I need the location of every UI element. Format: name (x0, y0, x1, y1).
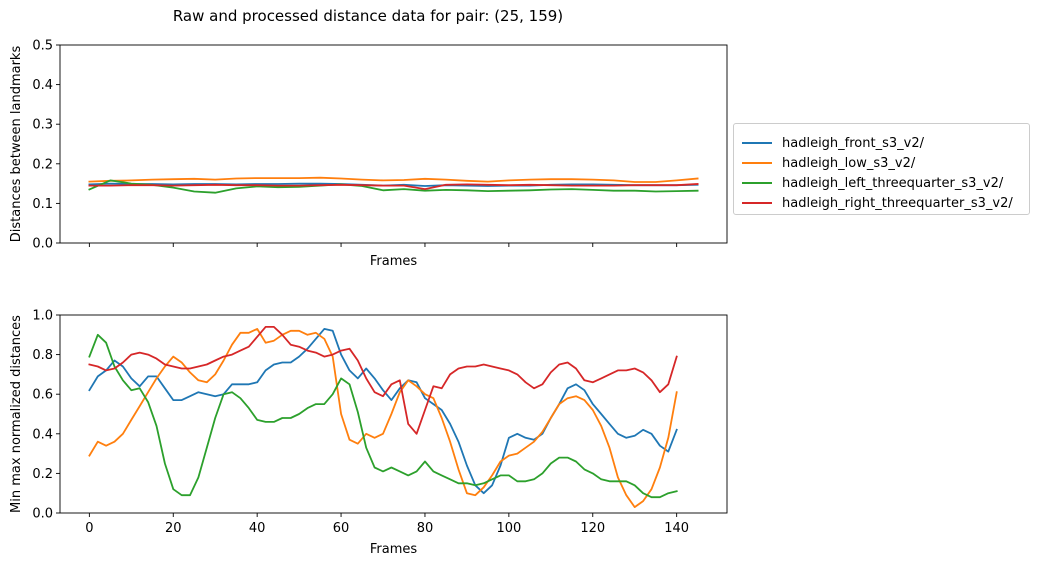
x-tick-label: 140 (664, 521, 689, 536)
series-line-0-3 (88, 183, 699, 191)
legend-label-low: hadleigh_low_s3_v2/ (782, 155, 916, 171)
series-line-1-2 (88, 333, 678, 499)
axes-frame (59, 314, 728, 514)
y-tick-label: 0.2 (32, 467, 53, 482)
legend-swatch-low (742, 162, 772, 164)
x-tick-label: 20 (165, 521, 182, 536)
y-tick-label: 0.8 (32, 348, 53, 363)
y-tick-label: 0.0 (32, 237, 53, 252)
x-tick-label: 60 (333, 521, 350, 536)
y-tick-label: 0.1 (32, 197, 53, 212)
y-axis-label: Distances between landmarks (9, 46, 24, 243)
legend-item-left-threequarter: hadleigh_left_threequarter_s3_v2/ (742, 173, 1003, 193)
bottom-axes: 0.0 0.2 0.4 0.6 0.8 1.0 0 20 40 60 80 100 120 140 Fram… (9, 309, 728, 557)
legend-item-right-threequarter: hadleigh_right_threequarter_s3_v2/ (742, 193, 1013, 213)
x-tick-label: 100 (496, 521, 521, 536)
axes-frame (59, 44, 728, 244)
series-line-1-3 (88, 325, 678, 435)
legend-item-low: hadleigh_low_s3_v2/ (742, 153, 915, 173)
legend-swatch-right-threequarter (742, 202, 772, 204)
figure-title: Raw and processed distance data for pair… (172, 7, 564, 25)
series-line-1-1 (88, 327, 678, 509)
legend-item-front: hadleigh_front_s3_v2/ (742, 133, 924, 153)
y-tick-label: 0.5 (32, 39, 53, 54)
top-axes: 0.0 0.1 0.2 0.3 0.4 0.5 Frames Distances betwee… (9, 39, 728, 269)
y-tick-label: 0.0 (32, 507, 53, 522)
legend-swatch-left-threequarter (742, 182, 772, 184)
x-tick-label: 40 (249, 521, 266, 536)
legend-label-front: hadleigh_front_s3_v2/ (782, 135, 924, 151)
x-tick-label: 0 (85, 521, 93, 536)
legend-label-left-threequarter: hadleigh_left_threequarter_s3_v2/ (782, 175, 1004, 191)
legend-label-right-threequarter: hadleigh_right_threequarter_s3_v2/ (782, 195, 1013, 211)
y-axis-label: Min max normalized distances (9, 315, 24, 513)
y-tick-label: 0.3 (32, 118, 53, 133)
series-line-0-2 (88, 179, 699, 194)
y-tick-label: 0.6 (32, 388, 53, 403)
y-tick-label: 1.0 (32, 309, 53, 324)
y-tick-label: 0.4 (32, 78, 53, 93)
series-line-1-0 (88, 327, 678, 495)
x-tick-label: 120 (580, 521, 605, 536)
y-tick-label: 0.4 (32, 427, 53, 442)
x-axis-label: Frames (370, 254, 418, 269)
legend-swatch-front (742, 142, 772, 144)
series-line-0-1 (88, 176, 699, 183)
y-tick-label: 0.2 (32, 157, 53, 172)
legend: hadleigh_front_s3_v2/ hadleigh_low_s3_v2… (733, 123, 1030, 215)
x-tick-label: 80 (417, 521, 434, 536)
x-axis-label: Frames (370, 542, 418, 557)
